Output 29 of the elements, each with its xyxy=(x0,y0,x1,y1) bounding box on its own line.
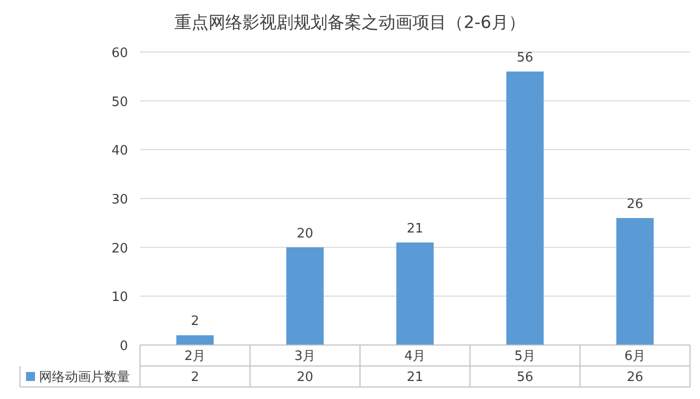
y-tick-label: 10 xyxy=(111,290,128,306)
text: 2 xyxy=(190,370,200,385)
y-tick-label: 20 xyxy=(111,241,128,256)
x-tick-label: 3月 xyxy=(294,349,316,364)
bar xyxy=(286,247,324,345)
x-tick-label: 2月 xyxy=(184,349,206,364)
x-tick-label: 4月 xyxy=(404,349,426,364)
bar xyxy=(396,242,434,345)
y-tick-label: 60 xyxy=(111,46,128,61)
y-tick-label: 40 xyxy=(111,144,128,159)
y-tick-label: 30 xyxy=(111,192,128,208)
bar xyxy=(176,335,214,345)
bar xyxy=(506,72,544,345)
chart-title: 重点网络影视剧规划备案之动画项目（2-6月） xyxy=(174,13,526,33)
y-tick-label: 50 xyxy=(111,94,128,110)
text: 56 xyxy=(516,370,534,385)
x-tick-label: 5月 xyxy=(514,349,536,364)
x-tick-label: 6月 xyxy=(624,349,646,364)
text: 21 xyxy=(406,370,424,385)
legend-label: 网络动画片数量 xyxy=(39,370,130,385)
y-tick-label: 0 xyxy=(120,339,128,354)
data-label: 26 xyxy=(626,197,644,212)
bar xyxy=(616,218,654,345)
data-label: 2 xyxy=(190,314,200,330)
text: 20 xyxy=(296,370,314,385)
text: 26 xyxy=(626,370,644,385)
data-label: 20 xyxy=(296,226,314,242)
data-label: 56 xyxy=(516,50,534,66)
data-label: 21 xyxy=(406,221,424,236)
